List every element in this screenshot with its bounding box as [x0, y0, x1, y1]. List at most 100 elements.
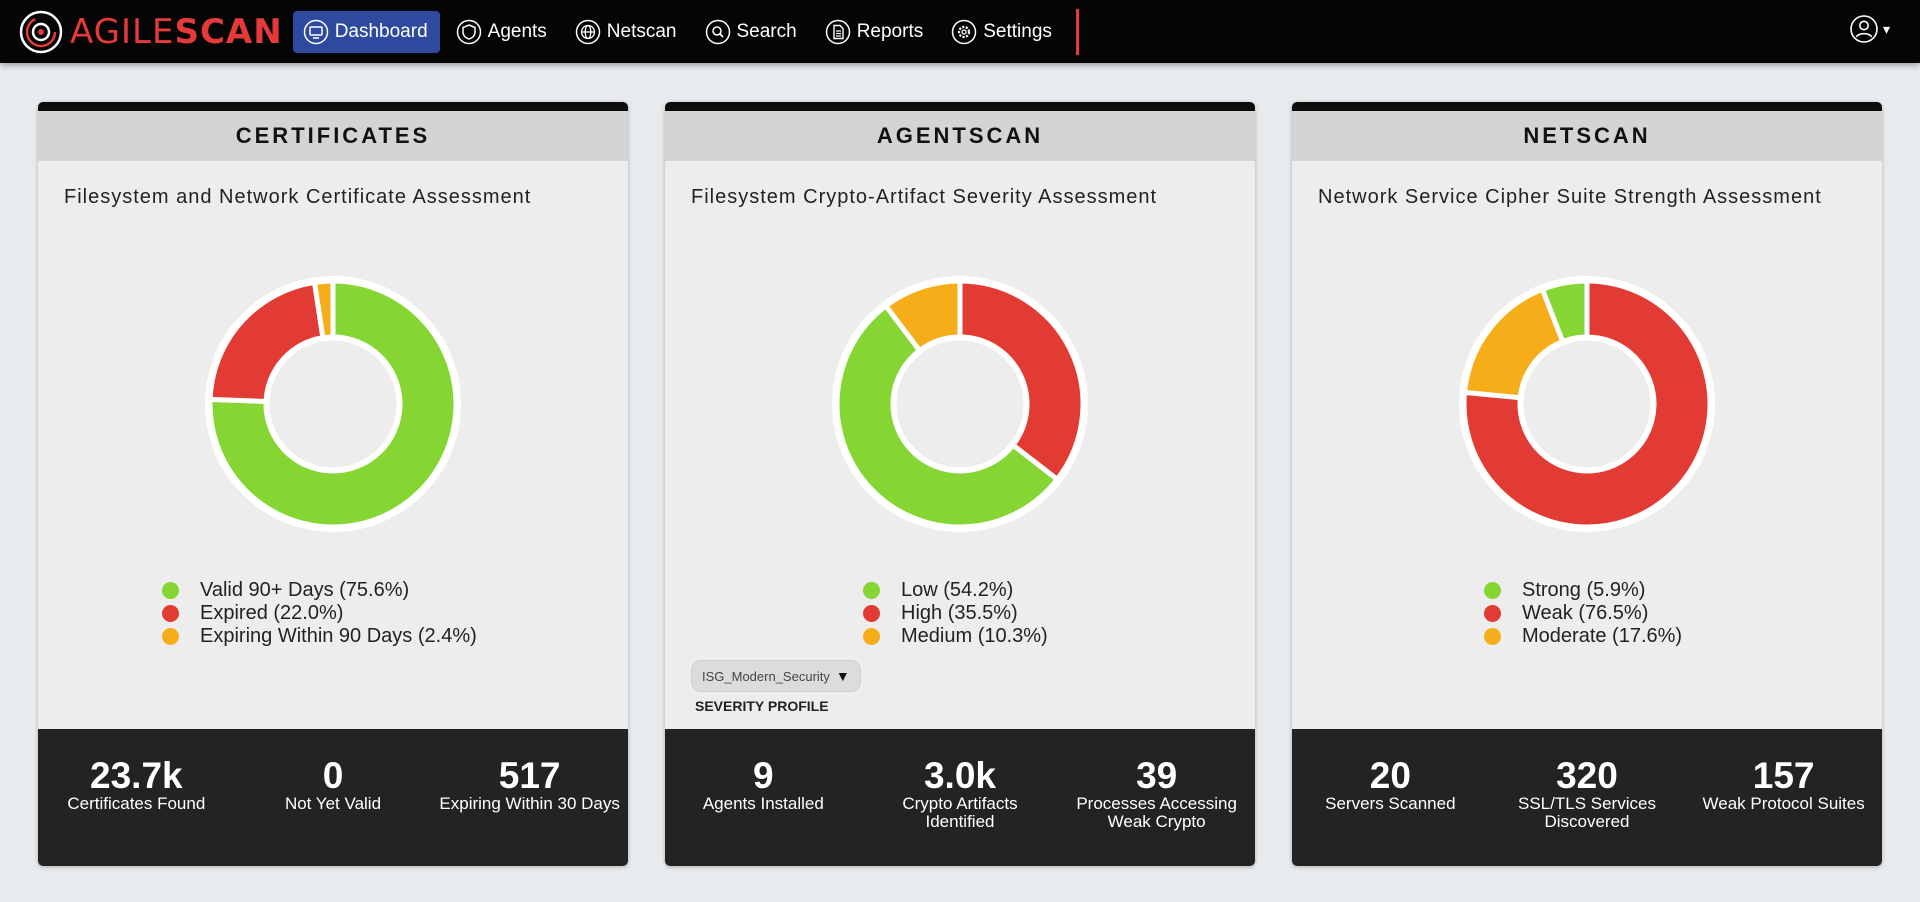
legend-item: Weak (76.5%)	[1484, 602, 1682, 625]
stat-label: Not Yet Valid	[284, 794, 382, 813]
globe-icon	[575, 19, 601, 45]
nav-dashboard-label: Dashboard	[334, 20, 428, 42]
netscan-card: NETSCAN Network Service Cipher Suite Str…	[1292, 102, 1882, 866]
legend-label: Moderate (17.6%)	[1522, 625, 1683, 647]
stat-certificates-found[interactable]: 23.7k Certificates Found	[44, 729, 228, 866]
stat-value: 9	[753, 755, 774, 796]
legend-item: Strong (5.9%)	[1484, 579, 1682, 602]
stat-value: 39	[1136, 755, 1178, 796]
stat-ssl-tls-services[interactable]: 320 SSL/TLS Services Discovered	[1495, 729, 1679, 866]
stat-processes-weak-crypto[interactable]: 39 Processes Accessing Weak Crypto	[1065, 729, 1249, 866]
brand-name-part2: SCAN	[174, 11, 283, 52]
card-topline	[1292, 102, 1882, 111]
nav-reports[interactable]: Reports	[815, 11, 936, 53]
legend-dot-green	[863, 582, 880, 599]
agentscan-donut-chart	[832, 276, 1088, 532]
stat-crypto-artifacts[interactable]: 3.0k Crypto Artifacts Identified	[868, 729, 1052, 866]
top-navbar: AGILESCAN Dashboard Agents Netscan Searc…	[0, 0, 1920, 63]
gear-icon	[951, 19, 977, 45]
legend-dot-red	[1484, 605, 1501, 622]
nav-divider	[1075, 8, 1079, 55]
nav-search[interactable]: Search	[695, 11, 809, 53]
nav-agents[interactable]: Agents	[446, 11, 559, 53]
card-topline	[665, 102, 1255, 111]
certificates-donut-chart	[205, 276, 461, 532]
stat-value: 157	[1752, 755, 1815, 796]
legend-label: Expiring Within 90 Days (2.4%)	[200, 625, 477, 647]
legend-item: Low (54.2%)	[863, 579, 1048, 602]
stat-servers-scanned[interactable]: 20 Servers Scanned	[1298, 729, 1482, 866]
severity-profile: ISG_Modern_Security ▼ SEVERITY PROFILE	[691, 660, 861, 714]
card-topline	[38, 102, 628, 111]
logo[interactable]: AGILESCAN	[18, 0, 283, 63]
stat-weak-protocol-suites[interactable]: 157 Weak Protocol Suites	[1692, 729, 1876, 866]
stat-expiring-within-30-days[interactable]: 517 Expiring Within 30 Days	[438, 729, 622, 866]
netscan-donut-chart	[1459, 276, 1715, 532]
monitor-icon	[303, 19, 329, 45]
legend-dot-orange	[162, 628, 179, 645]
legend-item: Valid 90+ Days (75.6%)	[162, 579, 477, 602]
chart-legend: Low (54.2%) High (35.5%) Medium (10.3%)	[863, 579, 1048, 648]
legend-dot-red	[863, 605, 880, 622]
shield-icon	[456, 19, 482, 45]
legend-dot-orange	[863, 628, 880, 645]
caret-down-icon: ▼	[835, 668, 850, 684]
severity-profile-label: SEVERITY PROFILE	[695, 698, 829, 714]
legend-dot-red	[162, 605, 179, 622]
stat-label: SSL/TLS Services Discovered	[1518, 794, 1656, 831]
agilescan-logo-icon	[19, 10, 63, 53]
nav-settings-label: Settings	[983, 20, 1052, 42]
stat-value: 23.7k	[90, 755, 183, 796]
severity-profile-select[interactable]: ISG_Modern_Security ▼	[691, 660, 861, 692]
card-title: AGENTSCAN	[665, 111, 1255, 161]
stat-label: Agents Installed	[702, 794, 824, 813]
user-menu[interactable]: ▾	[1849, 14, 1890, 44]
card-title: NETSCAN	[1292, 111, 1882, 161]
legend-item: Expired (22.0%)	[162, 602, 477, 625]
stats-bar: 23.7k Certificates Found 0 Not Yet Valid 5…	[38, 729, 628, 866]
stat-label: Servers Scanned	[1325, 794, 1456, 813]
user-icon	[1850, 15, 1878, 43]
stat-agents-installed[interactable]: 9 Agents Installed	[671, 729, 855, 866]
brand-name: AGILESCAN	[70, 12, 283, 52]
legend-label: Strong (5.9%)	[1522, 579, 1646, 601]
nav-agents-label: Agents	[487, 20, 547, 42]
legend-item: Medium (10.3%)	[863, 625, 1048, 648]
stat-value: 0	[322, 755, 344, 796]
nav-netscan-label: Netscan	[606, 20, 677, 42]
document-icon	[825, 19, 851, 45]
nav-search-label: Search	[736, 20, 797, 42]
card-subtitle: Filesystem Crypto-Artifact Severity Asse…	[691, 186, 1158, 208]
stats-bar: 20 Servers Scanned 320 SSL/TLS Services Di…	[1292, 729, 1882, 866]
donut-hole	[1518, 335, 1656, 473]
stats-bar: 9 Agents Installed 3.0k Crypto Artifacts I…	[665, 729, 1255, 866]
stat-label: Expiring Within 30 Days	[439, 794, 620, 813]
stat-label: Crypto Artifacts Identified	[902, 794, 1018, 831]
stat-value: 20	[1369, 755, 1411, 796]
main-nav: Dashboard Agents Netscan Search Reports	[292, 0, 1079, 63]
legend-label: Medium (10.3%)	[901, 625, 1048, 647]
legend-item: Expiring Within 90 Days (2.4%)	[162, 625, 477, 648]
nav-settings[interactable]: Settings	[941, 11, 1064, 53]
certificates-card: CERTIFICATES Filesystem and Network Cert…	[38, 102, 628, 866]
chevron-down-icon: ▾	[1882, 20, 1890, 37]
stat-value: 320	[1556, 755, 1618, 796]
donut-hole	[264, 335, 402, 473]
stat-not-yet-valid[interactable]: 0 Not Yet Valid	[241, 729, 425, 866]
stat-value: 3.0k	[923, 755, 996, 796]
legend-dot-green	[1484, 582, 1501, 599]
card-subtitle: Network Service Cipher Suite Strength As…	[1318, 186, 1822, 208]
legend-label: Expired (22.0%)	[200, 602, 344, 624]
legend-label: Low (54.2%)	[901, 579, 1014, 601]
nav-dashboard[interactable]: Dashboard	[292, 10, 440, 53]
donut-hole	[891, 335, 1029, 473]
card-title: CERTIFICATES	[38, 111, 628, 161]
stat-label: Certificates Found	[67, 794, 206, 813]
stat-value: 517	[498, 755, 561, 796]
legend-label: High (35.5%)	[901, 602, 1018, 624]
legend-item: High (35.5%)	[863, 602, 1048, 625]
legend-label: Valid 90+ Days (75.6%)	[200, 579, 410, 601]
legend-item: Moderate (17.6%)	[1484, 625, 1682, 648]
chart-legend: Strong (5.9%) Weak (76.5%) Moderate (17.…	[1484, 579, 1682, 648]
nav-netscan[interactable]: Netscan	[565, 11, 689, 53]
